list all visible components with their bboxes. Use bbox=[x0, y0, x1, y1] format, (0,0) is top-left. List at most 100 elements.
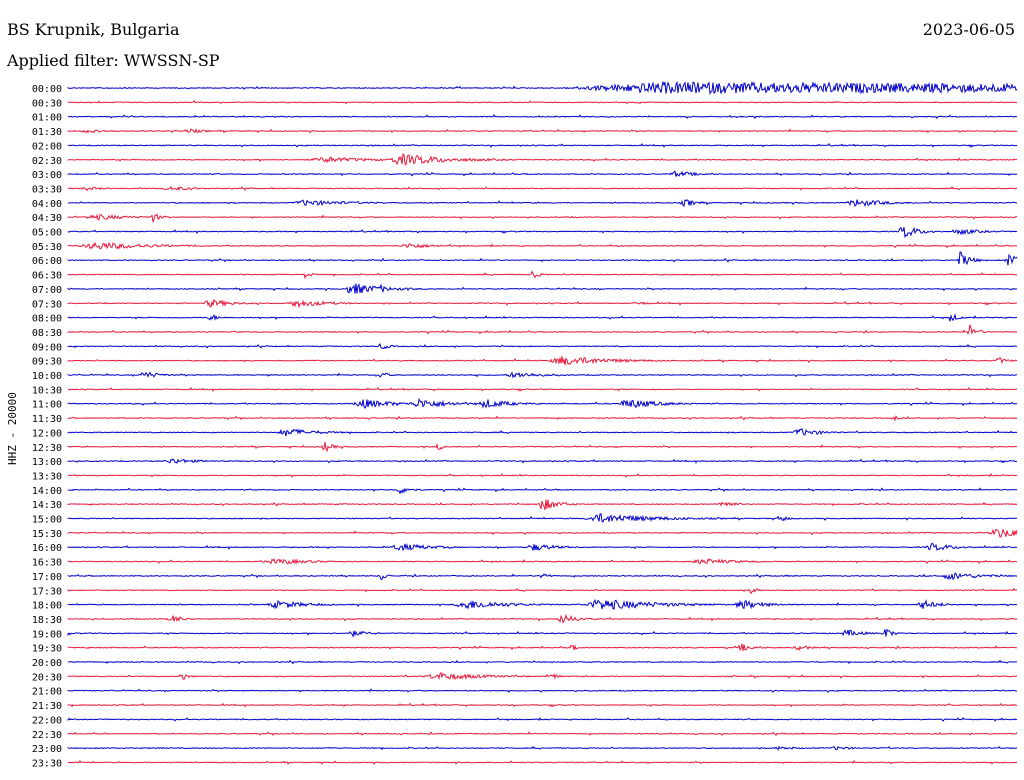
filter-label: Applied filter: WWSSN-SP bbox=[7, 51, 220, 70]
row-time-label: 03:00 bbox=[32, 170, 62, 181]
row-time-label: 10:00 bbox=[32, 371, 62, 382]
seismic-trace-row bbox=[67, 671, 1018, 681]
row-time-label: 22:00 bbox=[32, 715, 62, 726]
row-time-label: 11:30 bbox=[32, 414, 62, 425]
row-time-label: 22:30 bbox=[32, 730, 62, 741]
seismic-trace-row bbox=[67, 628, 1018, 638]
seismic-trace-row bbox=[67, 114, 1018, 120]
seismic-trace-row bbox=[67, 643, 1018, 652]
seismic-trace-row bbox=[67, 100, 1018, 105]
seismic-trace-row bbox=[67, 528, 1018, 538]
seismic-trace-row bbox=[67, 487, 1018, 495]
seismic-trace-row bbox=[67, 716, 1018, 722]
seismic-trace-row bbox=[67, 199, 1017, 208]
row-time-label: 09:30 bbox=[32, 357, 62, 368]
row-time-label: 20:00 bbox=[32, 658, 62, 669]
row-time-label: 05:30 bbox=[32, 242, 62, 253]
row-time-label: 16:00 bbox=[32, 543, 62, 554]
row-time-label: 20:30 bbox=[32, 672, 62, 683]
row-time-label: 15:00 bbox=[32, 515, 62, 526]
seismic-trace-row bbox=[67, 759, 1018, 765]
row-time-label: 15:30 bbox=[32, 529, 62, 540]
seismic-trace-row bbox=[67, 371, 1018, 379]
seismic-trace-row bbox=[67, 415, 1018, 422]
seismic-trace-row bbox=[67, 499, 1018, 511]
row-time-label: 04:00 bbox=[32, 199, 62, 210]
seismic-trace-row bbox=[67, 226, 1018, 239]
row-time-label: 21:30 bbox=[32, 701, 62, 712]
seismic-trace-row bbox=[67, 213, 1018, 223]
row-time-label: 16:30 bbox=[32, 558, 62, 569]
row-time-label: 09:00 bbox=[32, 342, 62, 353]
row-time-label: 14:30 bbox=[32, 500, 62, 511]
row-time-label: 14:00 bbox=[32, 486, 62, 497]
row-time-label: 11:00 bbox=[32, 400, 62, 411]
row-time-label: 23:30 bbox=[32, 758, 62, 769]
row-time-label: 02:00 bbox=[32, 141, 62, 152]
row-time-label: 23:00 bbox=[32, 744, 62, 755]
seismic-trace-row bbox=[67, 731, 1018, 737]
seismic-trace-row bbox=[67, 185, 1018, 192]
seismic-trace-row bbox=[67, 458, 1018, 464]
seismic-trace-row bbox=[67, 397, 1018, 410]
seismic-trace-row bbox=[67, 251, 1018, 266]
row-time-label: 18:00 bbox=[32, 601, 62, 612]
seismic-trace-row bbox=[67, 745, 1018, 751]
seismic-trace-row bbox=[67, 572, 1018, 581]
seismic-trace-row bbox=[67, 542, 1018, 552]
seismic-trace-row bbox=[67, 241, 1018, 250]
row-time-label: 08:30 bbox=[32, 328, 62, 339]
row-time-label: 05:00 bbox=[32, 228, 62, 239]
seismic-trace-row bbox=[67, 80, 1018, 96]
seismic-trace-row bbox=[67, 313, 1018, 322]
seismic-trace-row bbox=[67, 472, 1018, 478]
row-time-label: 06:30 bbox=[32, 271, 62, 282]
seismic-trace-row bbox=[67, 143, 1018, 149]
seismic-trace-row bbox=[67, 428, 1018, 437]
seismic-trace-row bbox=[68, 659, 1017, 665]
seismic-trace-row bbox=[67, 170, 1018, 177]
seismic-trace-row bbox=[67, 441, 1018, 453]
row-time-label: 13:30 bbox=[32, 471, 62, 482]
row-time-label: 17:30 bbox=[32, 586, 62, 597]
row-time-label: 12:30 bbox=[32, 443, 62, 454]
row-time-label: 07:30 bbox=[32, 299, 62, 310]
row-time-label: 19:30 bbox=[32, 644, 62, 655]
row-time-label: 01:00 bbox=[32, 113, 62, 124]
row-time-label: 17:00 bbox=[32, 572, 62, 583]
seismic-trace-row bbox=[67, 558, 1017, 565]
row-time-label: 18:30 bbox=[32, 615, 62, 626]
row-time-label: 03:30 bbox=[32, 184, 62, 195]
date-label: 2023-06-05 bbox=[922, 20, 1015, 39]
station-title: BS Krupnik, Bulgaria bbox=[7, 20, 180, 39]
seismic-trace-row bbox=[67, 613, 1018, 624]
seismic-trace-row bbox=[67, 342, 1018, 350]
row-time-label: 00:00 bbox=[32, 84, 62, 95]
seismic-trace-row bbox=[67, 702, 1017, 708]
seismic-trace-row bbox=[67, 128, 1018, 134]
row-time-label: 13:00 bbox=[32, 457, 62, 468]
row-time-label: 07:00 bbox=[32, 285, 62, 296]
seismic-trace-row bbox=[67, 356, 1018, 366]
seismic-trace-row bbox=[67, 587, 1018, 595]
seismic-trace-row bbox=[68, 386, 1018, 392]
seismic-trace-row bbox=[67, 270, 1017, 280]
row-time-label: 04:30 bbox=[32, 213, 62, 224]
seismic-trace-row bbox=[67, 598, 1018, 610]
seismic-trace-row bbox=[67, 324, 1018, 336]
row-time-label: 10:30 bbox=[32, 385, 62, 396]
row-time-label: 12:00 bbox=[32, 428, 62, 439]
row-time-label: 06:00 bbox=[32, 256, 62, 267]
row-time-label: 19:00 bbox=[32, 629, 62, 640]
seismic-trace-row bbox=[67, 153, 1018, 166]
seismic-trace-row bbox=[67, 688, 1018, 693]
row-time-label: 02:30 bbox=[32, 156, 62, 167]
row-time-label: 21:00 bbox=[32, 687, 62, 698]
seismic-trace-row bbox=[67, 283, 1018, 294]
seismic-trace-row bbox=[67, 298, 1018, 309]
row-time-label: 01:30 bbox=[32, 127, 62, 138]
row-time-label: 00:30 bbox=[32, 98, 62, 109]
row-time-label: 08:00 bbox=[32, 314, 62, 325]
seismic-trace-row bbox=[67, 513, 1018, 523]
